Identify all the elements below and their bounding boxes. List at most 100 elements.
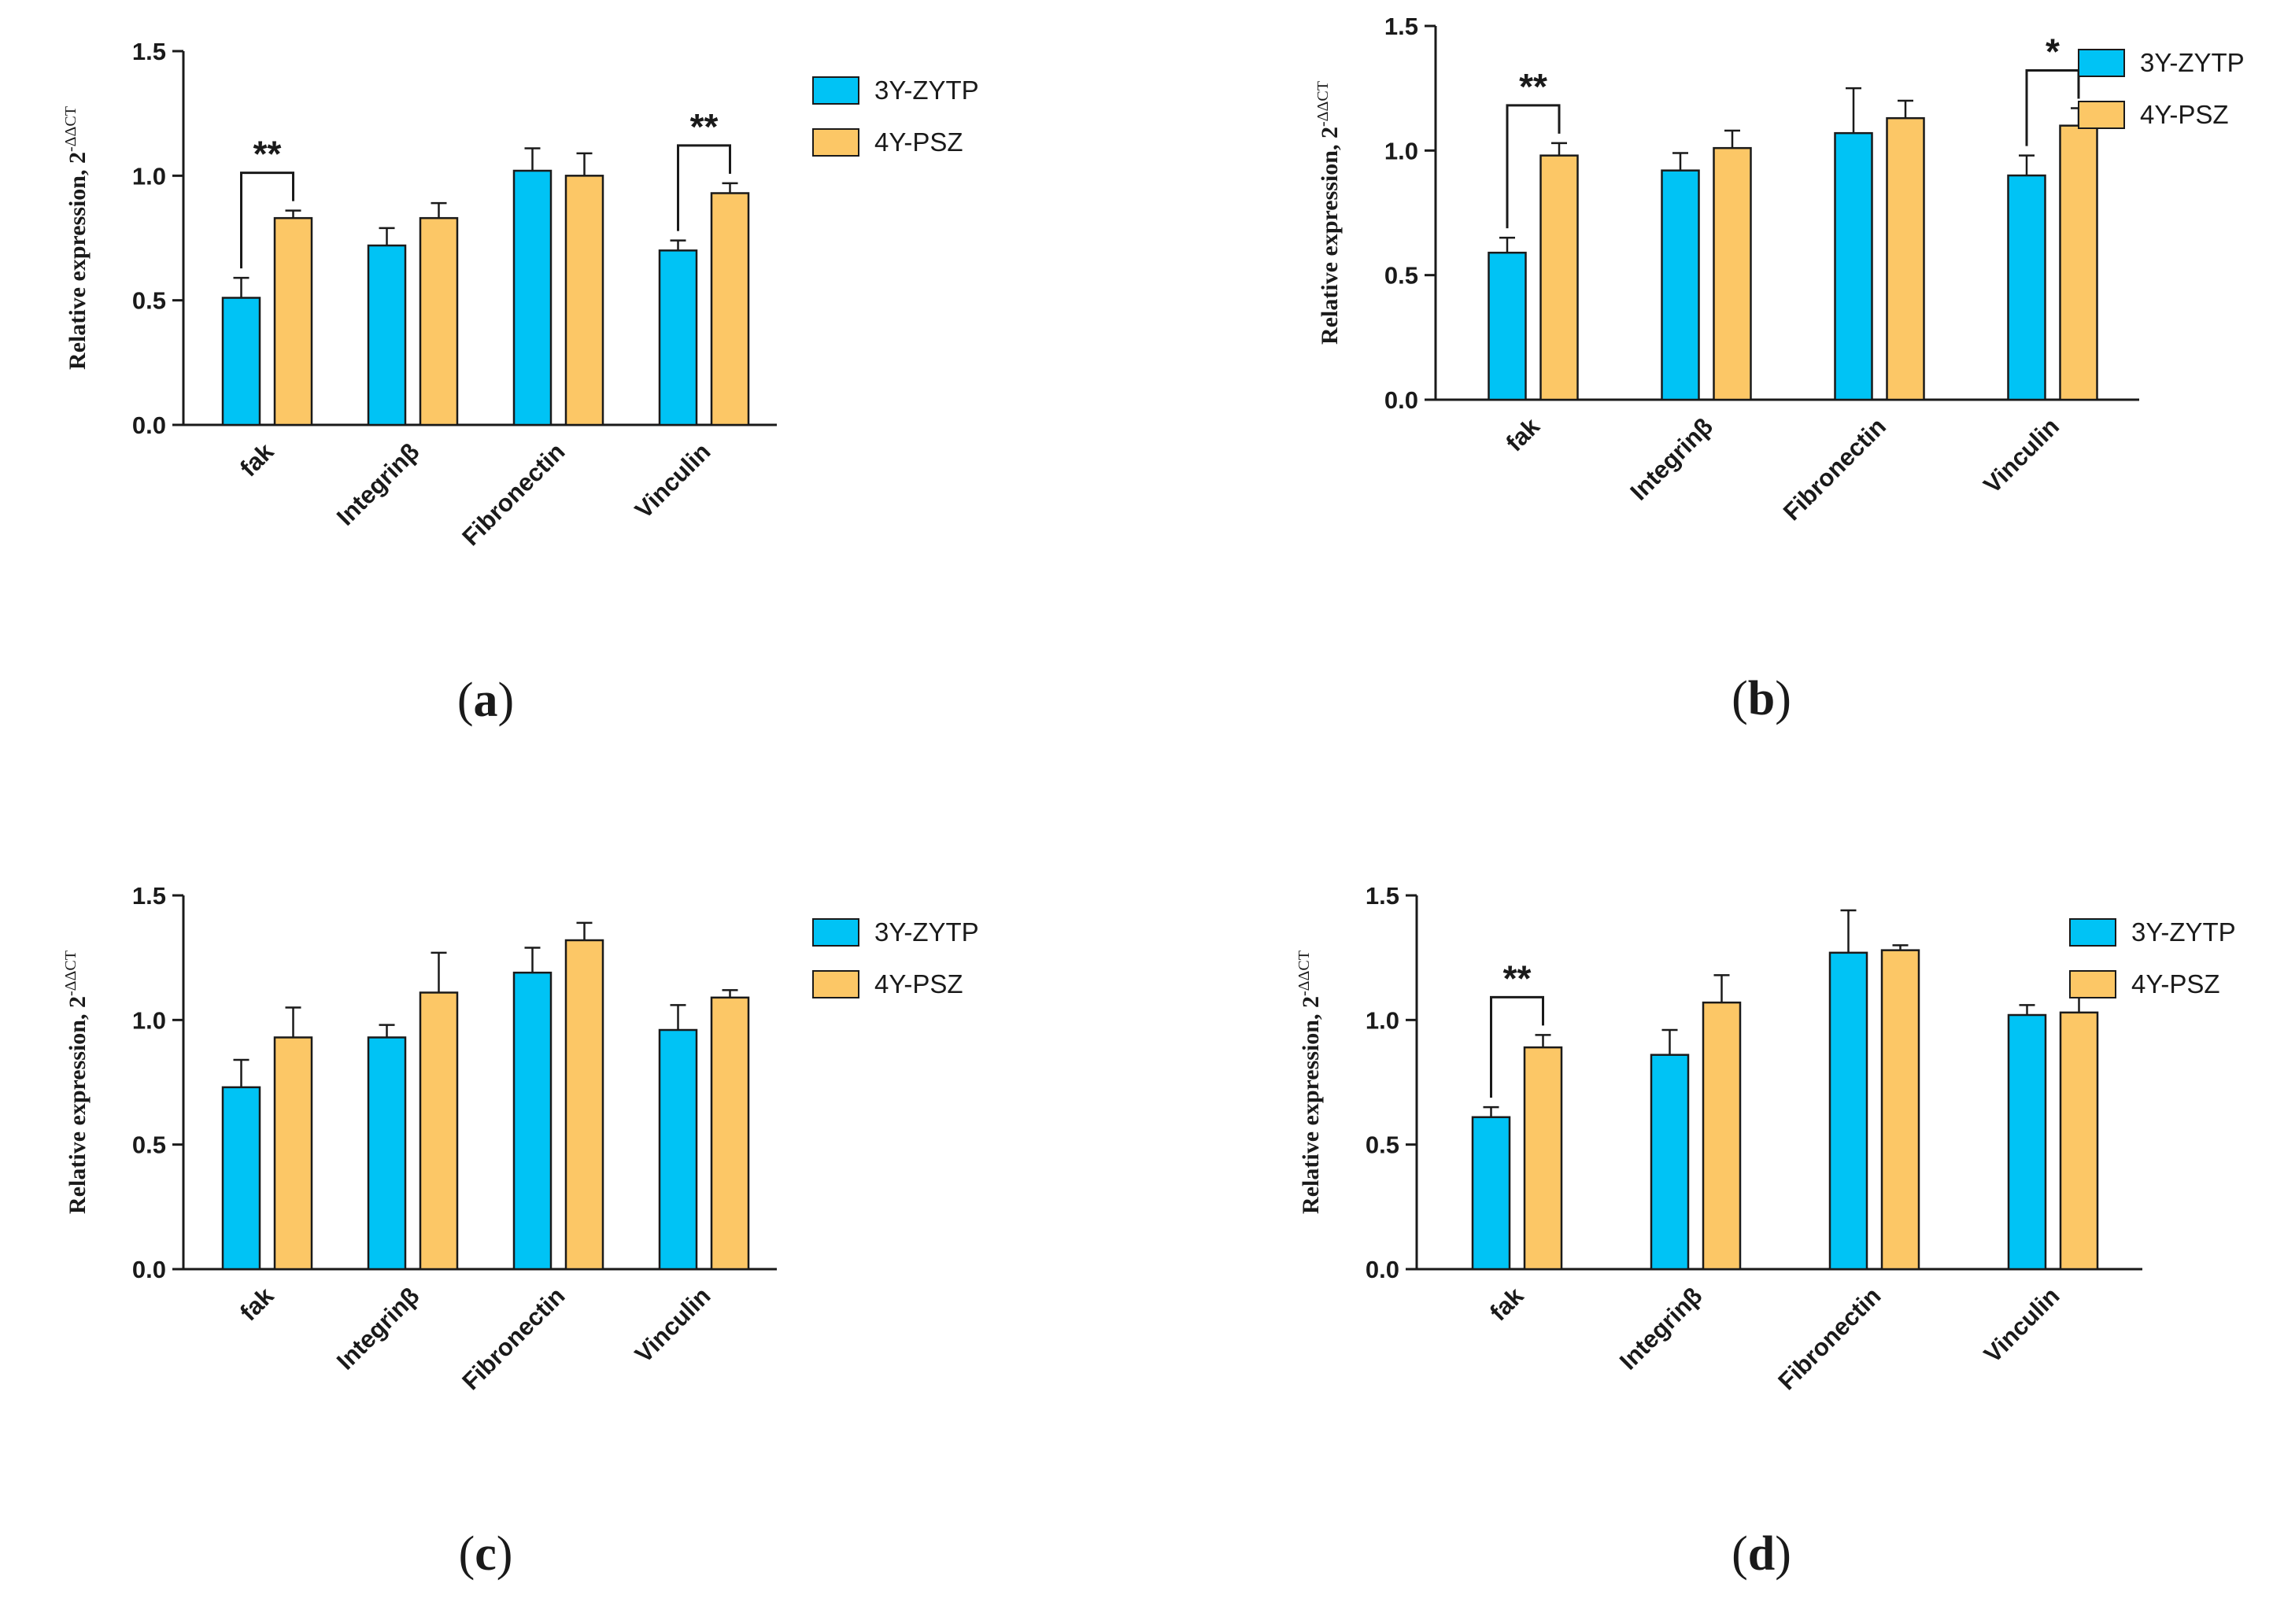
bar-series-a-2 [1828, 951, 1868, 1271]
legend-swatch-series-b [2078, 101, 2125, 129]
panel-caption-open-paren: ( [457, 674, 474, 727]
panel-caption-letter: a [474, 674, 498, 727]
chart-panel-a: 0.0 0.5 1.0 1.5 Relative expression, 2-ΔΔCT *… [62, 38, 979, 727]
y-tick-label: 0.0 [132, 1256, 166, 1283]
y-axis-label-superscript: -ΔΔCT [62, 950, 79, 996]
bar-series-b-2 [564, 939, 604, 1271]
panel-caption-letter: b [1748, 672, 1775, 725]
legend-label: 4Y-PSZ [2131, 969, 2220, 998]
legend-label: 4Y-PSZ [2140, 100, 2229, 129]
bar-series-a-3 [2007, 1013, 2047, 1271]
legend-swatch-series-b [812, 970, 859, 998]
panel-caption-close-paren: ) [1775, 1527, 1791, 1581]
bar-series-a-2 [512, 169, 553, 426]
y-tick-label: 1.0 [1366, 1006, 1399, 1034]
bar-series-a-1 [367, 1036, 407, 1271]
bar-series-a-0 [1471, 1116, 1511, 1271]
bar-series-b-0 [1539, 154, 1579, 401]
bar-series-a-0 [221, 297, 261, 426]
panel-caption: (b) [1732, 672, 1791, 725]
legend-swatch-series-b [812, 128, 859, 157]
panel-caption-open-paren: ( [459, 1527, 475, 1581]
bar-series-b-3 [710, 996, 750, 1271]
significance-label: ** [690, 106, 719, 147]
y-axis-label-main: Relative expression, 2 [1317, 127, 1343, 345]
significance-label: ** [1503, 958, 1532, 998]
y-axis-label-superscript: -ΔΔCT [1295, 950, 1313, 996]
y-axis-label-main: Relative expression, 2 [65, 152, 91, 370]
panel-caption-open-paren: ( [1732, 1527, 1748, 1581]
y-tick-label: 0.0 [132, 412, 166, 439]
y-tick-label: 0.0 [1384, 386, 1418, 414]
bar-series-b-0 [1523, 1046, 1563, 1271]
y-tick-label: 1.5 [132, 882, 166, 910]
panel-caption-close-paren: ) [1775, 672, 1791, 725]
bar-series-a-3 [658, 1028, 698, 1271]
bar-series-b-1 [419, 216, 459, 426]
y-tick-label: 1.0 [132, 1006, 166, 1034]
panel-caption: (c) [459, 1527, 513, 1581]
panel-caption-close-paren: ) [497, 1527, 513, 1581]
y-tick-label: 1.5 [132, 38, 166, 65]
significance-label: ** [253, 134, 282, 175]
y-tick-label: 0.5 [1384, 262, 1418, 290]
bar-series-a-2 [1834, 131, 1873, 401]
panel-caption-open-paren: ( [1732, 672, 1748, 725]
bar-series-a-0 [221, 1086, 261, 1271]
y-axis-label-superscript: -ΔΔCT [1314, 81, 1332, 127]
y-tick-label: 1.0 [1384, 137, 1418, 164]
bar-series-b-2 [1880, 949, 1920, 1271]
legend-label: 3Y-ZYTP [874, 917, 979, 947]
legend-swatch-series-a [812, 918, 859, 947]
bar-series-b-1 [1713, 146, 1752, 401]
legend-label: 3Y-ZYTP [2131, 917, 2236, 947]
legend-swatch-series-b [2069, 970, 2116, 998]
y-axis-label: Relative expression, 2-ΔΔCT [62, 950, 91, 1214]
bar-series-a-1 [1650, 1054, 1690, 1271]
y-axis-label-main: Relative expression, 2 [1298, 996, 1324, 1214]
y-tick-label: 0.5 [1366, 1131, 1399, 1159]
bar-series-a-1 [367, 244, 407, 426]
y-axis-label: Relative expression, 2-ΔΔCT [62, 106, 91, 370]
bar-series-b-1 [419, 991, 459, 1271]
y-axis-label: Relative expression, 2-ΔΔCT [1314, 81, 1343, 345]
significance-bracket [2025, 69, 2080, 146]
bar-series-b-2 [1886, 116, 1925, 401]
y-axis-label: Relative expression, 2-ΔΔCT [1295, 950, 1324, 1214]
y-axis-label-superscript: -ΔΔCT [62, 106, 79, 152]
panel-caption-letter: c [475, 1527, 497, 1581]
legend-label: 4Y-PSZ [874, 969, 963, 998]
significance-bracket [1490, 995, 1544, 1098]
y-tick-label: 1.5 [1384, 13, 1418, 40]
legend-swatch-series-a [812, 76, 859, 105]
y-tick-label: 0.0 [1366, 1256, 1399, 1283]
panel-caption-letter: d [1748, 1527, 1775, 1581]
significance-label: * [2046, 31, 2060, 72]
y-tick-label: 0.5 [132, 1131, 166, 1159]
legend-label: 3Y-ZYTP [874, 76, 979, 105]
legend-label: 3Y-ZYTP [2140, 48, 2245, 77]
legend-label: 4Y-PSZ [874, 127, 963, 157]
bar-series-b-0 [273, 216, 313, 426]
panel-caption-close-paren: ) [498, 674, 515, 727]
bar-series-b-1 [1702, 1001, 1742, 1271]
bar-series-b-0 [273, 1036, 313, 1271]
legend-swatch-series-a [2078, 49, 2125, 77]
significance-label: ** [1519, 66, 1547, 107]
bar-series-b-3 [2059, 1011, 2099, 1271]
y-axis-label-main: Relative expression, 2 [65, 996, 91, 1214]
bar-series-a-3 [658, 249, 698, 426]
legend-swatch-series-a [2069, 918, 2116, 947]
significance-bracket [1506, 104, 1561, 229]
bar-series-b-3 [710, 192, 750, 426]
bar-series-a-3 [2007, 174, 2046, 401]
panel-caption: (a) [457, 674, 514, 727]
y-tick-label: 1.0 [132, 162, 166, 190]
bar-series-b-2 [564, 175, 604, 426]
y-tick-label: 1.5 [1366, 882, 1399, 910]
bar-series-b-3 [2059, 124, 2098, 401]
bar-series-a-2 [512, 971, 553, 1271]
significance-bracket [240, 172, 294, 269]
